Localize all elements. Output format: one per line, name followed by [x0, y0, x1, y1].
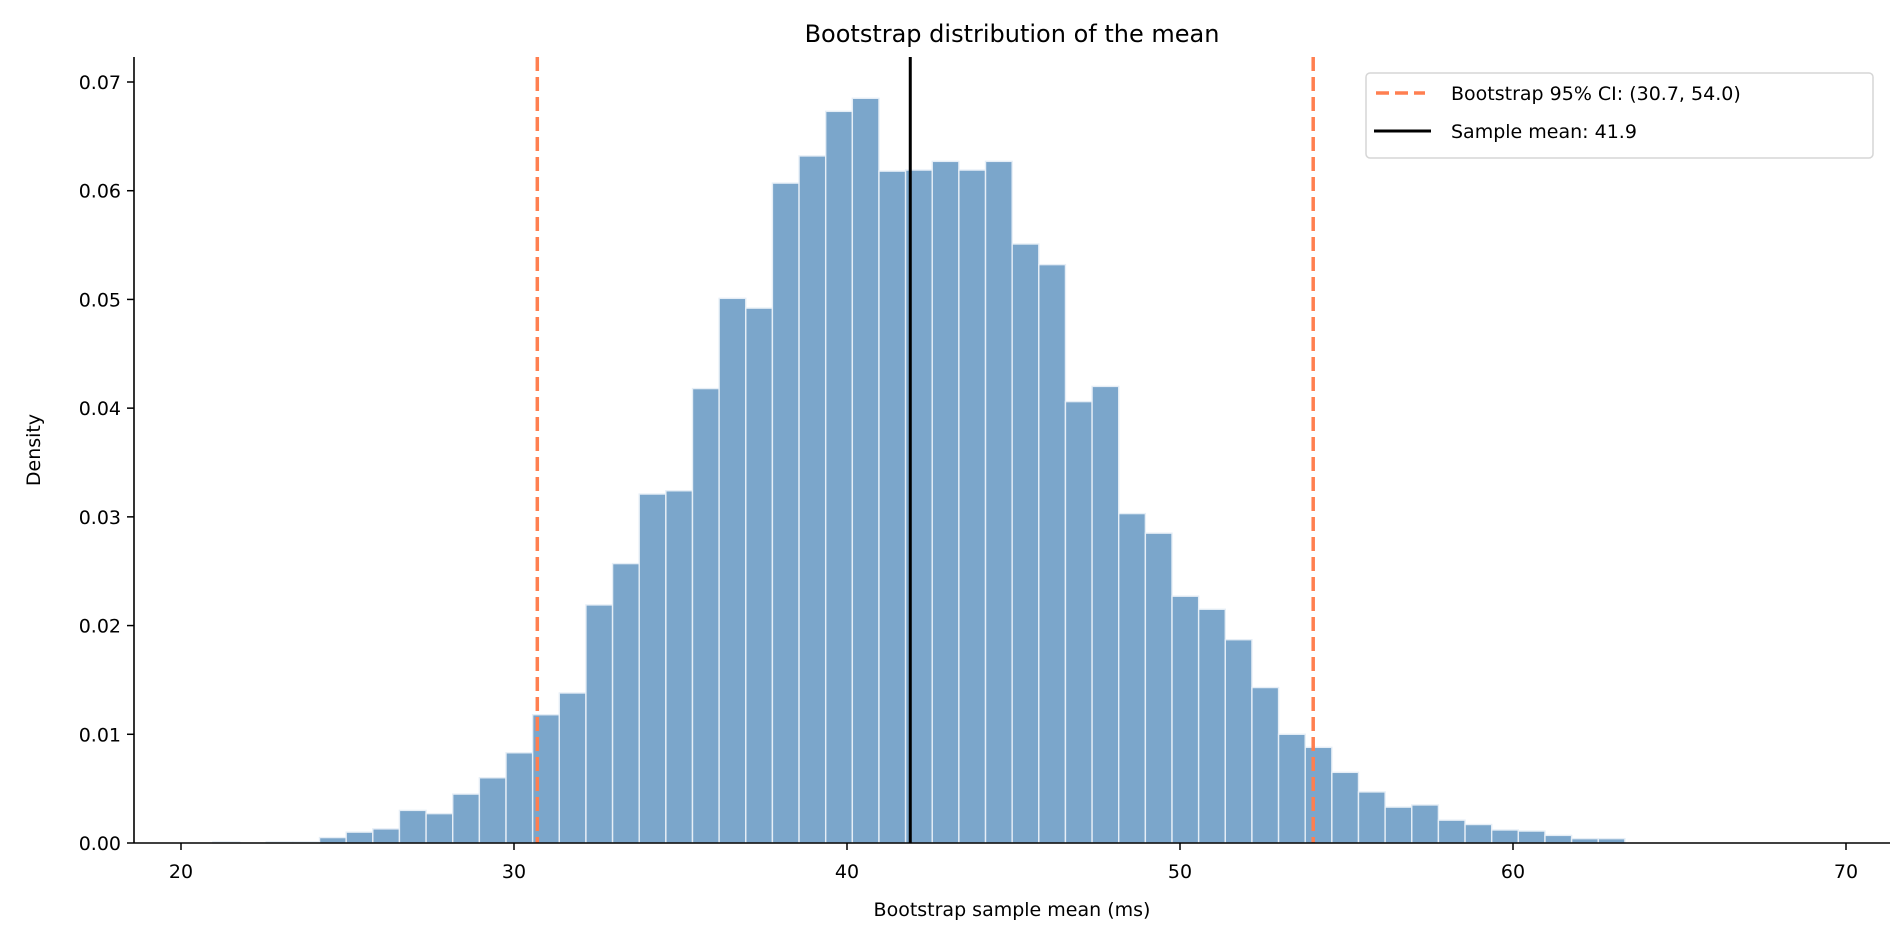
histogram-bar [1384, 806, 1413, 844]
chart-title: Bootstrap distribution of the mean [805, 20, 1220, 48]
bars-group [212, 97, 1626, 844]
y-axis-label: Density [23, 414, 45, 486]
histogram-bar [1357, 791, 1386, 844]
histogram-bar [398, 809, 427, 844]
histogram-bar [984, 160, 1013, 844]
histogram-bar [798, 155, 827, 844]
histogram-bar [931, 160, 960, 844]
histogram-bar [1251, 686, 1280, 844]
x-tick-label: 50 [1168, 861, 1192, 883]
reference-lines [535, 57, 1315, 843]
histogram-bar [1091, 385, 1120, 844]
histogram-bar [665, 490, 694, 844]
x-tick-label: 30 [502, 861, 526, 883]
histogram-bar [1011, 243, 1040, 844]
histogram-bar [505, 752, 534, 844]
y-tick-label: 0.04 [79, 398, 121, 420]
x-tick-label: 40 [835, 861, 859, 883]
y-tick-label: 0.00 [79, 833, 121, 855]
histogram-bar [1197, 608, 1226, 844]
histogram-bar [691, 387, 720, 844]
y-ticks: 0.00 0.01 0.02 0.03 0.04 0.05 0.06 0.07 [79, 72, 134, 855]
histogram-bar [611, 562, 640, 844]
histogram-bar [745, 307, 774, 844]
y-tick-label: 0.03 [79, 507, 121, 529]
histogram-bar [1517, 830, 1546, 844]
histogram-bar [345, 831, 374, 844]
histogram-bar [771, 182, 800, 844]
histogram-bar [1544, 834, 1573, 844]
histogram-bar [1144, 532, 1173, 844]
x-tick-label: 20 [169, 861, 193, 883]
x-ticks: 20 30 40 50 60 70 [169, 843, 1858, 883]
histogram-bar [1118, 512, 1147, 844]
histogram-bar [1411, 804, 1440, 844]
legend: Bootstrap 95% CI: (30.7, 54.0) Sample me… [1365, 72, 1874, 159]
histogram-bar [1277, 733, 1306, 844]
histogram-bar [558, 692, 587, 844]
histogram-bar [1171, 595, 1200, 844]
legend-mean-label: Sample mean: 41.9 [1451, 121, 1637, 143]
histogram-bar [878, 170, 907, 844]
histogram-bar [1304, 746, 1333, 844]
legend-ci-label: Bootstrap 95% CI: (30.7, 54.0) [1451, 83, 1741, 105]
x-axis-label: Bootstrap sample mean (ms) [874, 899, 1151, 921]
y-tick-label: 0.01 [79, 724, 121, 746]
histogram-bar [318, 836, 347, 844]
histogram-bar [638, 493, 667, 844]
histogram-bar [1490, 829, 1520, 844]
y-tick-label: 0.05 [79, 289, 121, 311]
y-tick-label: 0.02 [79, 616, 121, 638]
histogram-bar [851, 97, 880, 844]
histogram-bar [478, 777, 507, 844]
histogram-bar [1038, 263, 1067, 844]
histogram-bar [1464, 823, 1493, 844]
histogram-bar [958, 169, 987, 844]
histogram-bar [1064, 400, 1093, 844]
histogram-bar [1224, 639, 1253, 844]
histogram-bar [1331, 771, 1360, 844]
histogram-bar [718, 297, 747, 844]
histogram-bar [1437, 819, 1466, 844]
histogram-bar [824, 110, 854, 844]
histogram-bar [372, 828, 401, 844]
y-tick-label: 0.06 [79, 181, 121, 203]
histogram-bar [585, 604, 614, 844]
x-tick-label: 70 [1834, 861, 1858, 883]
y-tick-label: 0.07 [79, 72, 121, 94]
legend-frame [1365, 72, 1874, 159]
histogram-bar [425, 812, 454, 844]
histogram-bar [452, 793, 481, 844]
x-tick-label: 60 [1501, 861, 1525, 883]
